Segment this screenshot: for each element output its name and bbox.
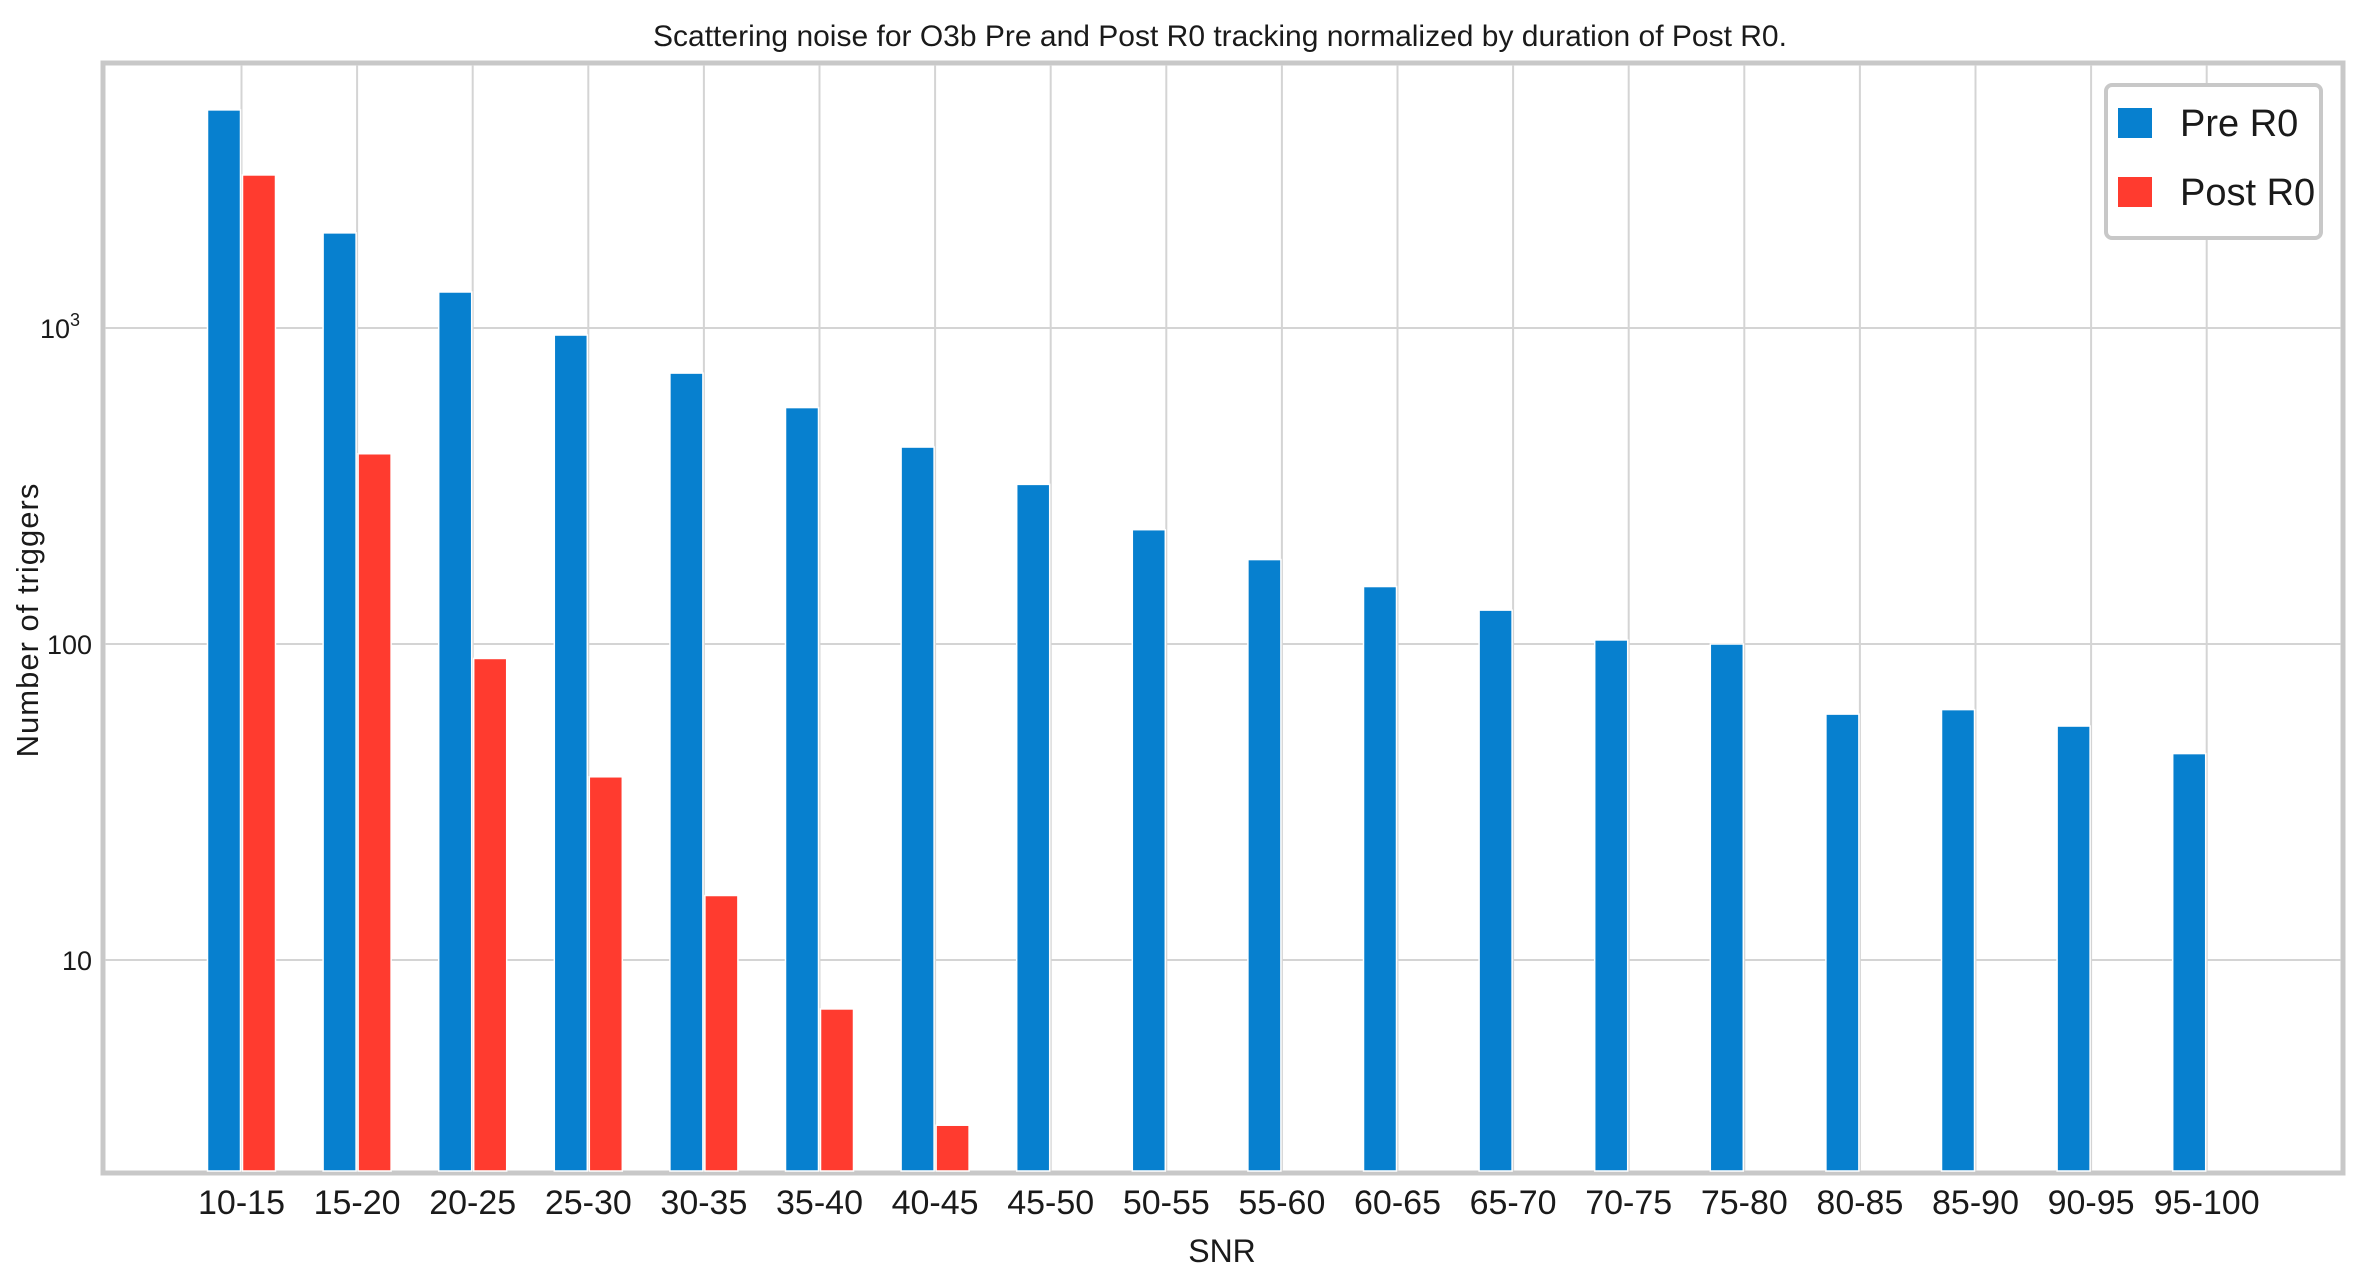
legend-swatch-post-r0 — [2118, 177, 2152, 207]
x-tick-labels: 10-15 15-20 20-25 25-30 30-35 35-40 40-45 45-50… — [198, 1184, 2260, 1222]
bar-pre-r0 — [1709, 643, 1745, 1172]
legend: Pre R0 Post R0 — [2104, 83, 2323, 240]
bar-post-r0 — [704, 894, 739, 1172]
bar-pre-r0 — [900, 446, 935, 1172]
x-tick-label: 85-90 — [1932, 1184, 2019, 1222]
y-tick-label: 100 — [47, 630, 92, 660]
y-tick-label: 10 — [62, 946, 92, 976]
bar-post-r0 — [935, 1124, 970, 1172]
x-tick-label: 65-70 — [1470, 1184, 1557, 1222]
legend-swatch-pre-r0 — [2118, 108, 2152, 138]
x-tick-label: 20-25 — [429, 1184, 516, 1222]
bar-pre-r0 — [784, 406, 820, 1172]
x-tick-label: 55-60 — [1238, 1184, 1325, 1222]
x-tick-label: 35-40 — [776, 1184, 863, 1222]
bar-post-r0 — [819, 1008, 855, 1172]
y-tick-exponent: 3 — [70, 310, 80, 330]
bar-pre-r0 — [1940, 708, 1976, 1172]
bar-pre-r0 — [1593, 639, 1629, 1172]
bar-pre-r0 — [1362, 585, 1398, 1172]
bars — [206, 109, 2207, 1172]
bar-pre-r0 — [2056, 725, 2091, 1172]
bar-pre-r0 — [1131, 528, 1167, 1172]
bar-pre-r0 — [553, 334, 589, 1172]
y-axis-label: Number of triggers — [10, 483, 45, 758]
x-tick-label: 60-65 — [1354, 1184, 1441, 1222]
bar-pre-r0 — [1015, 483, 1051, 1172]
x-tick-label: 40-45 — [892, 1184, 979, 1222]
legend-box — [2104, 83, 2323, 240]
bar-post-r0 — [472, 657, 508, 1172]
bar-pre-r0 — [669, 372, 704, 1172]
chart-title: Scattering noise for O3b Pre and Post R0… — [653, 20, 1787, 53]
bar-pre-r0 — [322, 232, 357, 1172]
x-tick-label: 70-75 — [1585, 1184, 1672, 1222]
x-tick-label: 75-80 — [1701, 1184, 1788, 1222]
x-axis-label: SNR — [1188, 1233, 1256, 1269]
y-tick-label: 103 — [40, 310, 80, 344]
x-tick-label: 10-15 — [198, 1184, 285, 1222]
bar-pre-r0 — [1247, 558, 1282, 1172]
x-tick-label: 30-35 — [660, 1184, 747, 1222]
bar-post-r0 — [241, 174, 277, 1172]
x-tick-label: 45-50 — [1007, 1184, 1094, 1222]
bar-pre-r0 — [206, 109, 242, 1172]
legend-label-pre-r0: Pre R0 — [2180, 103, 2298, 145]
bar-pre-r0 — [437, 291, 473, 1172]
x-tick-label: 25-30 — [545, 1184, 632, 1222]
bar-pre-r0 — [1478, 609, 1513, 1172]
x-tick-label: 15-20 — [314, 1184, 401, 1222]
bar-post-r0 — [357, 452, 392, 1172]
grid-lines — [105, 65, 2341, 1171]
bar-post-r0 — [588, 776, 624, 1172]
y-tick-labels: 10 100 103 — [40, 310, 92, 976]
x-tick-label: 95-100 — [2154, 1184, 2260, 1222]
x-tick-label: 80-85 — [1816, 1184, 1903, 1222]
x-tick-label: 90-95 — [2048, 1184, 2135, 1222]
bar-pre-r0 — [1825, 713, 1860, 1172]
legend-label-post-r0: Post R0 — [2180, 172, 2315, 214]
x-tick-label: 50-55 — [1123, 1184, 1210, 1222]
bar-pre-r0 — [2171, 752, 2207, 1172]
